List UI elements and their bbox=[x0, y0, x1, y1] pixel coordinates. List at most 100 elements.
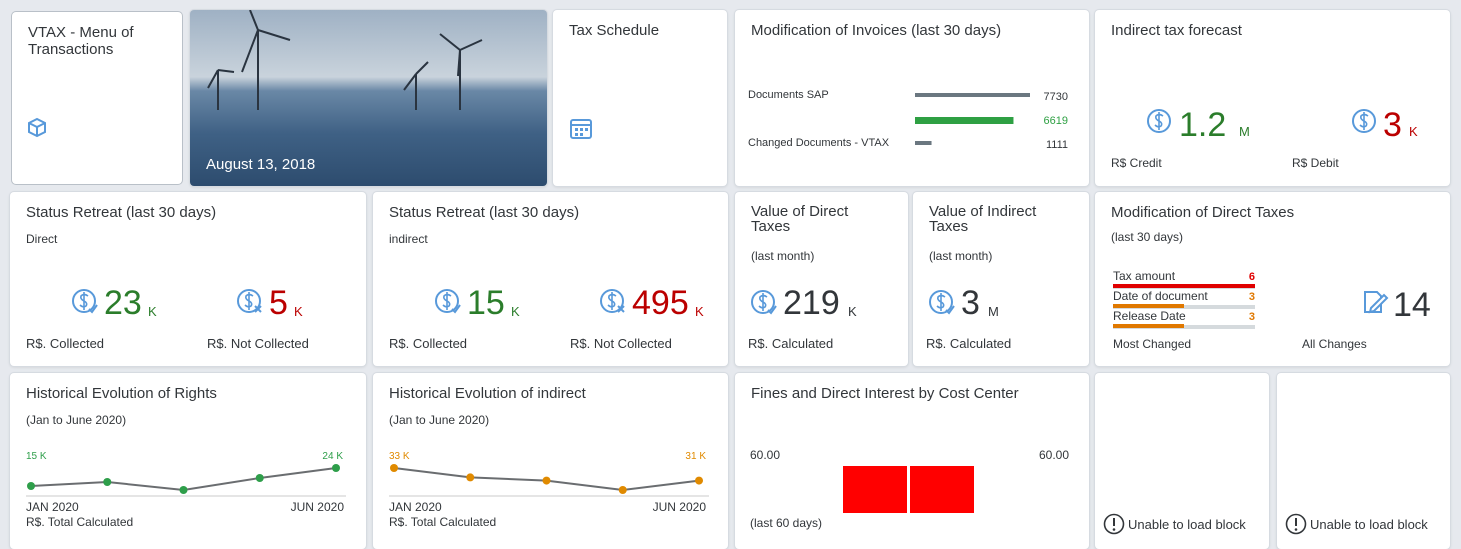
bar bbox=[843, 466, 907, 513]
tile-title: Status Retreat (last 30 days) bbox=[389, 204, 579, 221]
direct-mods-tile[interactable]: Modification of Direct Taxes (last 30 da… bbox=[1095, 192, 1450, 366]
tile-footer: R$. Total Calculated bbox=[26, 515, 133, 529]
bar bbox=[910, 466, 974, 513]
bar-label: Date of document bbox=[1113, 289, 1208, 303]
kpi-value: 23 bbox=[104, 286, 142, 320]
kpi-value: 3 bbox=[961, 286, 980, 320]
first-label: 15 K bbox=[26, 451, 47, 462]
point bbox=[332, 464, 340, 472]
tile-title: VTAX - Menu of Transactions bbox=[28, 24, 168, 58]
kpi-unit: K bbox=[148, 304, 157, 319]
warning-icon bbox=[1103, 513, 1125, 535]
error-tile: Unable to load block bbox=[1095, 373, 1269, 549]
tile-subtitle: (last month) bbox=[929, 249, 992, 263]
dashboard: {"tiles": { "menu": {"title": "VTAX - Me… bbox=[0, 0, 1461, 545]
bar bbox=[915, 93, 1030, 97]
tile-subtitle: indirect bbox=[389, 232, 428, 246]
news-tile[interactable]: August 13, 2018 bbox=[190, 10, 547, 186]
end-label: JUN 2020 bbox=[291, 500, 344, 514]
bar-label: Changed Documents - VTAX bbox=[748, 137, 889, 149]
warning-icon bbox=[1285, 513, 1307, 535]
icon-glyph bbox=[443, 292, 451, 310]
total-changes: 14 bbox=[1393, 288, 1431, 322]
bar-label: Documents SAP bbox=[748, 89, 829, 101]
point bbox=[180, 486, 188, 494]
start-label: JAN 2020 bbox=[26, 500, 79, 514]
bar bbox=[915, 141, 932, 145]
icon bbox=[26, 116, 48, 138]
bar bbox=[1113, 284, 1255, 288]
invoices-tile[interactable]: Modification of Invoices (last 30 days) … bbox=[735, 10, 1089, 186]
value-label: 60.00 bbox=[750, 448, 780, 462]
calendar-icon bbox=[569, 116, 593, 140]
money-icon bbox=[749, 288, 777, 316]
bar bbox=[1113, 304, 1184, 308]
kpi-label: R$. Not Collected bbox=[570, 336, 672, 351]
point bbox=[695, 477, 703, 485]
money-icon bbox=[598, 287, 626, 315]
bar-value: 7730 bbox=[1044, 91, 1068, 103]
tile-title: Value of Direct Taxes bbox=[751, 204, 891, 234]
money-icon bbox=[70, 287, 98, 315]
menu-tile[interactable]: VTAX - Menu of Transactions bbox=[12, 12, 182, 184]
fines-tile[interactable]: Fines and Direct Interest by Cost Center… bbox=[735, 373, 1089, 549]
indirect-history-tile[interactable]: Historical Evolution of indirect(Jan to … bbox=[373, 373, 728, 549]
bar-value: 3 bbox=[1249, 311, 1255, 323]
bar bbox=[915, 117, 1013, 124]
bar-label: Release Date bbox=[1113, 309, 1186, 323]
last-label: 24 K bbox=[322, 451, 343, 462]
kpi-label: R$. Not Collected bbox=[207, 336, 309, 351]
money-icon bbox=[1350, 107, 1378, 135]
start-label: JAN 2020 bbox=[389, 500, 442, 514]
icon-glyph bbox=[80, 292, 88, 310]
money-icon bbox=[235, 287, 263, 315]
icon-glyph bbox=[937, 293, 945, 311]
kpi-unit: M bbox=[988, 304, 999, 319]
point bbox=[256, 474, 264, 482]
value-label: 60.00 bbox=[1039, 448, 1069, 462]
kpi-value: 495 bbox=[632, 286, 689, 320]
bar-value: 6619 bbox=[1044, 115, 1068, 127]
kpi-label: R$. Collected bbox=[389, 336, 467, 351]
tile-footer: R$. Total Calculated bbox=[389, 515, 496, 529]
point bbox=[27, 482, 35, 490]
credit-value: 1.2 bbox=[1179, 108, 1226, 142]
forecast-tile[interactable]: Indirect tax forecast 1.2 M 3 K R$ Credi… bbox=[1095, 10, 1450, 186]
credit-unit: M bbox=[1239, 124, 1250, 139]
point bbox=[466, 473, 474, 481]
rights-history-tile[interactable]: Historical Evolution of Rights(Jan to Ju… bbox=[10, 373, 366, 549]
tile-subtitle: (last month) bbox=[751, 249, 814, 263]
debit-value: 3 bbox=[1383, 108, 1402, 142]
point bbox=[103, 478, 111, 486]
kpi-unit: K bbox=[695, 304, 704, 319]
debit-unit: K bbox=[1409, 124, 1418, 139]
bar-value: 1111 bbox=[1046, 139, 1068, 151]
bar-value: 3 bbox=[1249, 291, 1255, 303]
tile-title: Status Retreat (last 30 days) bbox=[26, 204, 216, 221]
end-label: JUN 2020 bbox=[653, 500, 706, 514]
tile-title: Indirect tax forecast bbox=[1111, 22, 1242, 39]
kpi-value: 219 bbox=[783, 286, 840, 320]
kpi-value: 5 bbox=[269, 286, 288, 320]
error-message: Unable to load block bbox=[1128, 517, 1246, 532]
credit-label: R$ Credit bbox=[1111, 156, 1162, 170]
total-label: All Changes bbox=[1302, 337, 1367, 351]
schedule-tile[interactable]: Tax Schedule bbox=[553, 10, 727, 186]
point bbox=[543, 477, 551, 485]
kpi-label: R$. Collected bbox=[26, 336, 104, 351]
money-icon bbox=[927, 288, 955, 316]
kpi-label: R$. Calculated bbox=[926, 336, 1011, 351]
tile-title: Value of Indirect Taxes bbox=[929, 204, 1069, 234]
tile-title: Tax Schedule bbox=[569, 22, 659, 39]
bar-label: Tax amount bbox=[1113, 269, 1176, 283]
icon-dot bbox=[1113, 528, 1116, 531]
most-label: Most Changed bbox=[1113, 337, 1191, 351]
point bbox=[390, 464, 398, 472]
bar-value: 6 bbox=[1249, 271, 1255, 283]
kpi-unit: K bbox=[511, 304, 520, 319]
tile-footer: (last 60 days) bbox=[750, 516, 822, 530]
